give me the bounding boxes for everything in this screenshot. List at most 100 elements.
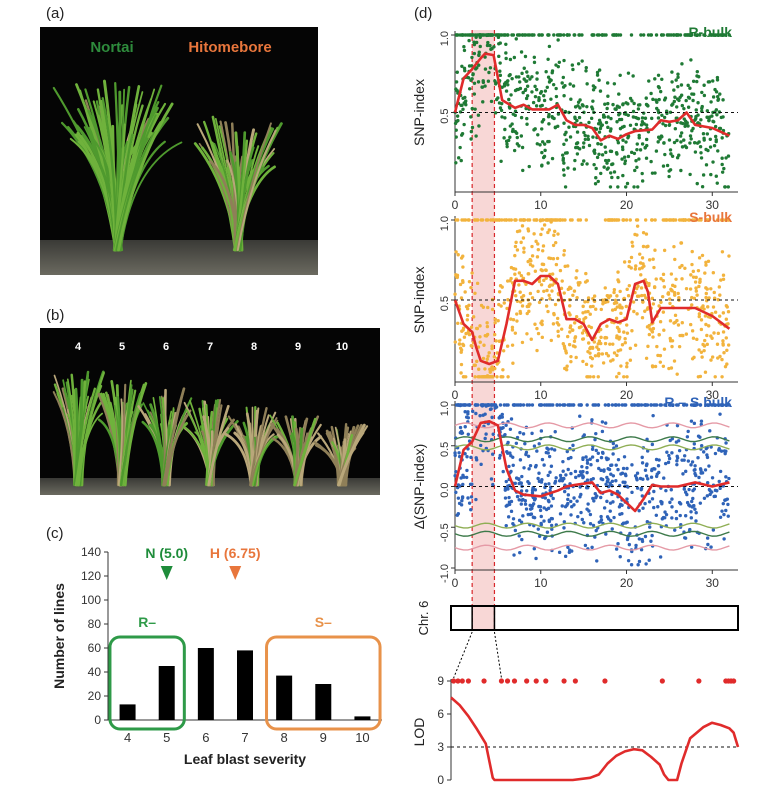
scatter-point	[672, 245, 675, 248]
zoom-connector	[454, 632, 473, 678]
scatter-point	[590, 546, 593, 549]
y-tick-label: 1.0	[439, 401, 451, 416]
scatter-point	[547, 122, 550, 125]
scatter-point	[723, 185, 726, 188]
scatter-point	[632, 403, 635, 406]
scatter-point	[548, 470, 551, 473]
scatter-point	[574, 105, 577, 108]
scatter-point	[662, 33, 665, 36]
marker-arrow-icon	[161, 566, 173, 580]
scatter-point	[472, 40, 475, 43]
scatter-point	[467, 416, 470, 419]
scatter-point	[714, 311, 717, 314]
scatter-point	[513, 254, 516, 257]
scatter-point	[718, 92, 721, 95]
scatter-point	[692, 337, 695, 340]
scatter-point	[675, 459, 678, 462]
scatter-point	[589, 463, 592, 466]
scatter-point	[453, 451, 456, 454]
scatter-point	[619, 364, 622, 367]
scatter-point	[562, 121, 565, 124]
severity-label: 8	[251, 341, 257, 353]
scatter-point	[656, 140, 659, 143]
scatter-point	[584, 544, 587, 547]
scatter-point	[697, 375, 700, 378]
scatter-point	[679, 514, 682, 517]
scatter-point	[684, 491, 687, 494]
scatter-point	[707, 80, 710, 83]
scatter-point	[499, 74, 502, 77]
scatter-point	[560, 327, 563, 330]
scatter-point	[727, 477, 730, 480]
scatter-point	[522, 247, 525, 250]
scatter-point	[455, 120, 458, 123]
scatter-point	[596, 73, 599, 76]
scatter-point	[682, 458, 685, 461]
scatter-point	[461, 265, 464, 268]
scatter-point	[473, 92, 476, 95]
scatter-point	[668, 457, 671, 460]
scatter-point	[490, 365, 493, 368]
scatter-point	[480, 403, 483, 406]
scatter-point	[625, 375, 628, 378]
scatter-point	[533, 61, 536, 64]
scatter-point	[616, 176, 619, 179]
scatter-point	[650, 218, 653, 221]
severity-label: 10	[336, 341, 348, 353]
scatter-point	[609, 473, 612, 476]
scatter-point	[722, 330, 725, 333]
scatter-point	[533, 85, 536, 88]
marker-dot	[481, 678, 486, 683]
scatter-point	[542, 118, 545, 121]
scatter-point	[646, 403, 649, 406]
scatter-point	[569, 287, 572, 290]
scatter-point	[563, 265, 566, 268]
scatter-point	[473, 292, 476, 295]
scatter-point	[677, 323, 680, 326]
scatter-point	[691, 497, 694, 500]
scatter-point	[648, 559, 651, 562]
scatter-point	[710, 114, 713, 117]
scatter-point	[552, 322, 555, 325]
scatter-point	[711, 160, 714, 163]
scatter-point	[573, 159, 576, 162]
scatter-point	[541, 218, 544, 221]
scatter-point	[595, 449, 598, 452]
scatter-point	[720, 509, 723, 512]
scatter-point	[604, 145, 607, 148]
scatter-point	[640, 294, 643, 297]
x-tick-label: 4	[124, 730, 131, 745]
scatter-point	[635, 166, 638, 169]
x-tick-label: 7	[241, 730, 248, 745]
scatter-point	[675, 510, 678, 513]
scatter-point	[513, 273, 516, 276]
scatter-point	[694, 150, 697, 153]
scatter-point	[533, 547, 536, 550]
scatter-point	[606, 126, 609, 129]
scatter-point	[621, 103, 624, 106]
y-tick-label: 80	[88, 617, 102, 631]
scatter-point	[468, 333, 471, 336]
scatter-point	[498, 70, 501, 73]
scatter-point	[622, 375, 625, 378]
scatter-point	[559, 269, 562, 272]
scatter-point	[698, 315, 701, 318]
scatter-point	[680, 83, 683, 86]
scatter-point	[574, 356, 577, 359]
scatter-point	[649, 160, 652, 163]
hitomebore-label: Hitomebore	[188, 39, 271, 56]
scatter-point	[717, 332, 720, 335]
scatter-point	[538, 143, 541, 146]
scatter-point	[461, 108, 464, 111]
scatter-point	[480, 375, 483, 378]
scatter-point	[515, 37, 518, 40]
scatter-point	[462, 45, 465, 48]
scatter-point	[535, 349, 538, 352]
scatter-point	[612, 33, 615, 36]
scatter-point	[539, 509, 542, 512]
scatter-point	[561, 153, 564, 156]
x-tick-label: 0	[452, 388, 459, 402]
scatter-point	[607, 457, 610, 460]
scatter-point	[688, 87, 691, 90]
scatter-point	[491, 453, 494, 456]
